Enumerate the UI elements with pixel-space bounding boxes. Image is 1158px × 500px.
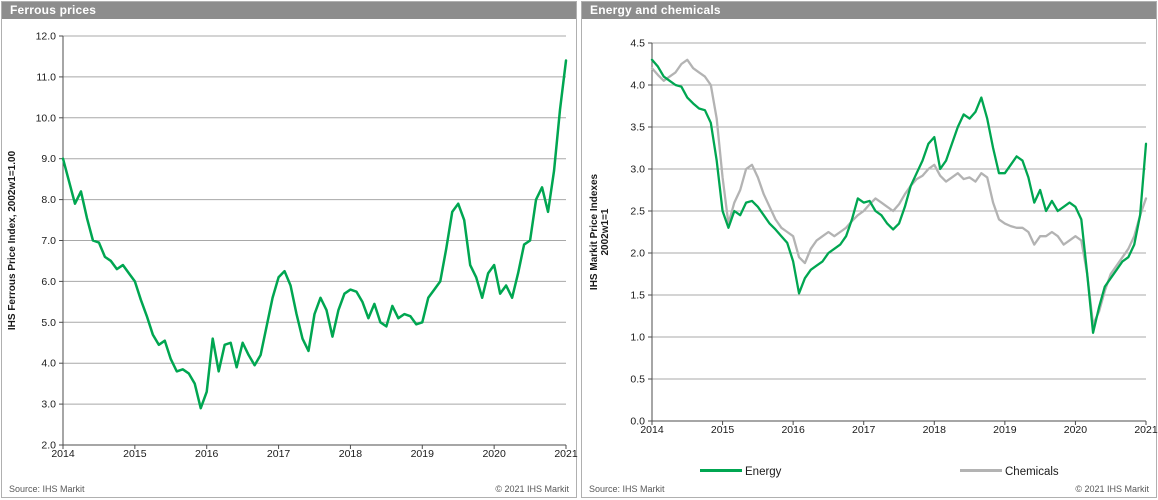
svg-text:2020: 2020: [482, 448, 506, 460]
svg-text:2.0: 2.0: [630, 248, 645, 260]
svg-text:2019: 2019: [411, 448, 435, 460]
svg-text:IHS Ferrous Price Index, 2002w: IHS Ferrous Price Index, 2002w1=1.00: [7, 150, 18, 330]
svg-text:0.0: 0.0: [630, 416, 645, 428]
svg-text:2021: 2021: [1134, 424, 1158, 436]
svg-text:4.0: 4.0: [630, 80, 645, 92]
svg-text:2002w1=1: 2002w1=1: [600, 208, 611, 255]
panel-title: Ferrous prices: [10, 3, 97, 17]
svg-text:2017: 2017: [852, 424, 876, 436]
svg-text:6.0: 6.0: [41, 276, 56, 288]
svg-text:12.0: 12.0: [36, 31, 57, 43]
svg-text:5.0: 5.0: [41, 317, 56, 329]
svg-text:2021: 2021: [554, 448, 578, 460]
source-label: Source: IHS Markit: [9, 484, 85, 494]
chart-legend: Energy Chemicals: [582, 464, 1156, 480]
legend-item-energy: Energy: [700, 464, 781, 480]
energy-line-swatch: [700, 469, 742, 473]
svg-text:IHS Markit Price Indexes: IHS Markit Price Indexes: [589, 173, 600, 290]
energy-chemicals-chart: 0.0 0.5 1.0 1.5 2.0 2.5 3.0 3.5 4.0 4.5 2014 2015 20…: [589, 38, 1158, 437]
svg-text:2020: 2020: [1064, 424, 1088, 436]
svg-text:4.5: 4.5: [630, 38, 645, 50]
svg-text:10.0: 10.0: [36, 112, 57, 124]
svg-text:2.5: 2.5: [630, 206, 645, 218]
svg-text:3.0: 3.0: [630, 164, 645, 176]
legend-label: Energy: [745, 466, 782, 478]
svg-text:11.0: 11.0: [36, 71, 56, 83]
svg-text:0.5: 0.5: [630, 374, 645, 386]
copyright-label: © 2021 IHS Markit: [1075, 484, 1149, 494]
ferrous-prices-panel: Ferrous prices 2.0 3.0 4.0 5.0 6.0 7.0 8.0 9.0 1…: [1, 1, 578, 498]
chemicals-line-swatch: [960, 469, 1002, 473]
svg-text:1.0: 1.0: [630, 332, 645, 344]
svg-text:8.0: 8.0: [41, 194, 56, 206]
svg-text:2.0: 2.0: [41, 440, 56, 452]
svg-text:2014: 2014: [51, 448, 75, 460]
svg-text:7.0: 7.0: [41, 235, 56, 247]
copyright-label: © 2021 IHS Markit: [495, 484, 569, 494]
svg-text:3.5: 3.5: [630, 122, 645, 134]
svg-text:1.5: 1.5: [630, 290, 645, 302]
svg-text:2016: 2016: [195, 448, 219, 460]
panel-title-bar: Energy and chemicals: [582, 2, 1156, 19]
svg-text:2018: 2018: [339, 448, 363, 460]
svg-text:3.0: 3.0: [41, 399, 56, 411]
ferrous-price-chart: 2.0 3.0 4.0 5.0 6.0 7.0 8.0 9.0 10.0 11.0 12.0 2014…: [7, 31, 578, 461]
svg-text:9.0: 9.0: [41, 153, 56, 165]
svg-text:2016: 2016: [781, 424, 805, 436]
svg-text:2014: 2014: [640, 424, 664, 436]
source-label: Source: IHS Markit: [589, 484, 665, 494]
svg-text:2018: 2018: [923, 424, 947, 436]
svg-text:2019: 2019: [993, 424, 1017, 436]
svg-text:2015: 2015: [123, 448, 147, 460]
svg-text:2017: 2017: [267, 448, 291, 460]
panel-title: Energy and chemicals: [590, 3, 721, 17]
legend-item-chemicals: Chemicals: [960, 464, 1059, 480]
svg-text:2015: 2015: [711, 424, 735, 436]
svg-text:4.0: 4.0: [41, 358, 56, 370]
panel-title-bar: Ferrous prices: [2, 2, 576, 19]
legend-label: Chemicals: [1005, 466, 1059, 478]
energy-chemicals-panel: Energy and chemicals 0.0 0.5 1.0 1.5 2.0 2.5 3…: [581, 1, 1158, 498]
